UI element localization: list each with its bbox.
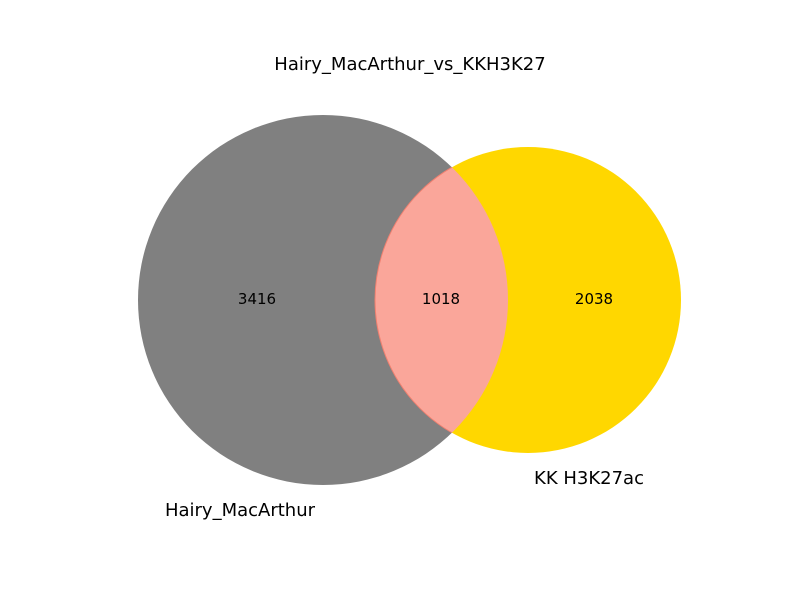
- intersection-region: [374, 146, 508, 454]
- diagram-title: Hairy_MacArthur_vs_KKH3K27: [274, 54, 545, 75]
- set-b-label: KK H3K27ac: [534, 468, 644, 489]
- set-a-label: Hairy_MacArthur: [165, 500, 316, 521]
- set-a-only-count: 3416: [238, 290, 276, 308]
- set-b-only-count: 2038: [575, 290, 613, 308]
- intersection-count: 1018: [422, 290, 460, 308]
